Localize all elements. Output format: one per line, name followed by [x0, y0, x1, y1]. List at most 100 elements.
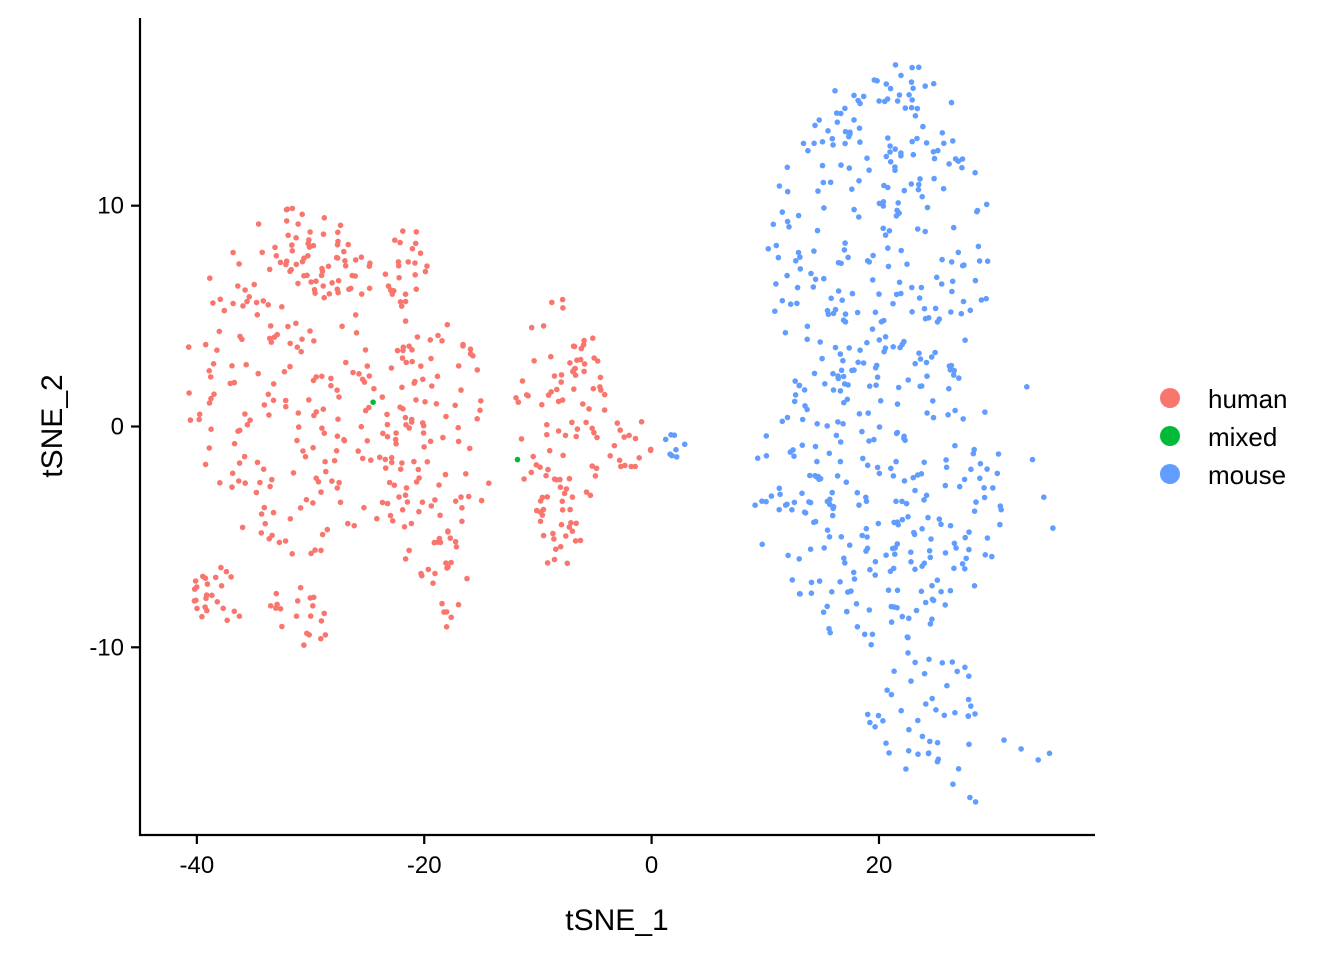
- point-mouse: [933, 274, 940, 281]
- point-mouse: [905, 514, 911, 520]
- point-mouse: [949, 288, 955, 295]
- point-mouse: [931, 175, 937, 182]
- point-human: [307, 595, 314, 601]
- point-mouse: [921, 670, 928, 677]
- point-mouse: [909, 97, 915, 103]
- point-human: [543, 472, 549, 479]
- point-human: [397, 466, 404, 473]
- point-human: [402, 414, 409, 421]
- point-mouse: [871, 77, 878, 83]
- point-human: [308, 279, 314, 285]
- point-mouse: [919, 563, 925, 569]
- point-human: [444, 321, 451, 328]
- point-mouse: [826, 534, 833, 540]
- point-human: [486, 480, 492, 487]
- point-human: [577, 537, 584, 544]
- point-mouse: [841, 555, 847, 561]
- point-mouse: [916, 350, 922, 357]
- point-mouse: [827, 629, 833, 636]
- point-mouse: [849, 186, 855, 192]
- point-mouse: [938, 521, 944, 528]
- point-human: [253, 489, 260, 496]
- point-mouse: [834, 119, 841, 125]
- point-human: [293, 261, 300, 268]
- point-human: [320, 283, 327, 289]
- point-human: [594, 358, 601, 364]
- point-human: [290, 470, 297, 476]
- point-human: [397, 239, 403, 246]
- point-human: [411, 380, 418, 386]
- point-mouse: [842, 140, 848, 147]
- point-human: [638, 419, 645, 425]
- point-human: [242, 480, 248, 486]
- point-mouse: [914, 226, 921, 232]
- point-mouse: [905, 650, 911, 656]
- point-mouse: [791, 398, 798, 405]
- point-human: [358, 254, 365, 260]
- point-human: [361, 504, 367, 511]
- point-human: [307, 229, 313, 235]
- point-human: [433, 401, 440, 407]
- point-mouse: [889, 545, 896, 552]
- point-human: [328, 375, 334, 382]
- point-human: [537, 498, 544, 504]
- point-human: [528, 324, 535, 331]
- point-mouse: [994, 470, 1001, 477]
- point-human: [204, 607, 210, 614]
- point-mouse: [876, 337, 883, 343]
- point-human: [255, 221, 262, 227]
- point-mouse: [917, 356, 924, 362]
- point-mouse: [840, 373, 847, 380]
- point-mouse: [893, 458, 899, 465]
- point-mouse: [876, 424, 883, 430]
- point-mouse: [752, 502, 758, 509]
- point-mouse: [668, 432, 674, 438]
- point-human: [254, 459, 261, 466]
- point-human: [346, 286, 352, 293]
- point-human: [230, 300, 236, 307]
- point-human: [418, 363, 424, 369]
- point-mouse: [840, 421, 846, 427]
- point-mouse: [968, 703, 974, 709]
- point-human: [411, 458, 417, 465]
- point-human: [561, 490, 568, 497]
- point-mouse: [961, 476, 968, 483]
- point-human: [589, 463, 595, 469]
- point-mouse: [901, 478, 908, 484]
- point-mouse: [898, 153, 904, 159]
- point-human: [463, 471, 469, 477]
- point-mouse: [911, 531, 918, 538]
- point-human: [368, 457, 374, 464]
- point-human: [573, 520, 579, 527]
- point-human: [530, 453, 536, 460]
- point-mouse: [909, 64, 915, 71]
- point-human: [459, 518, 465, 525]
- point-human: [540, 532, 547, 539]
- point-mouse: [973, 499, 979, 505]
- point-human: [422, 268, 429, 275]
- point-human: [569, 528, 576, 534]
- point-human: [206, 445, 213, 451]
- point-human: [402, 556, 409, 562]
- point-mouse: [851, 117, 857, 123]
- point-human: [478, 398, 484, 404]
- point-mouse: [776, 183, 783, 189]
- point-human: [325, 263, 332, 270]
- point-mouse: [912, 487, 918, 494]
- point-mouse: [814, 421, 820, 427]
- point-human: [334, 485, 341, 491]
- point-mouse: [908, 104, 915, 111]
- point-mouse: [807, 472, 813, 479]
- point-human: [590, 335, 596, 342]
- point-human: [442, 471, 449, 478]
- point-mouse: [924, 373, 930, 380]
- point-mouse: [876, 291, 882, 297]
- point-mouse: [894, 604, 900, 611]
- point-mouse: [888, 465, 894, 472]
- point-mouse: [842, 319, 849, 325]
- point-mouse: [891, 668, 897, 674]
- point-human: [318, 489, 324, 495]
- point-human: [408, 520, 415, 527]
- point-mouse: [975, 243, 982, 250]
- point-mouse: [843, 608, 850, 615]
